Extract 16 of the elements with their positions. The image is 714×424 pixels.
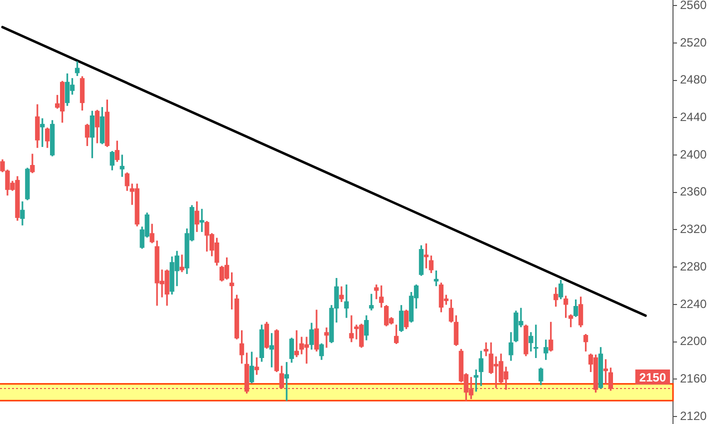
y-tick-label: 2200 [680, 334, 708, 348]
y-tick-label: 2400 [680, 147, 708, 162]
y-tick-label: 2280 [680, 259, 708, 274]
candlestick [324, 327, 329, 348]
y-tick-label: 2360 [680, 184, 708, 199]
candlestick [180, 254, 184, 272]
y-tick-label: 2120 [680, 408, 708, 423]
y-tick-label: 2560 [680, 0, 708, 12]
y-tick-label: 2240 [680, 296, 708, 311]
candlestick [344, 284, 349, 318]
ref-line-label: 2150 [639, 370, 666, 384]
y-tick-label: 2320 [680, 222, 708, 236]
y-tick-label: 2520 [680, 35, 708, 50]
y-tick-label: 2440 [680, 110, 708, 124]
y-tick-label: 2160 [680, 371, 708, 386]
y-tick-label: 2480 [680, 72, 708, 87]
